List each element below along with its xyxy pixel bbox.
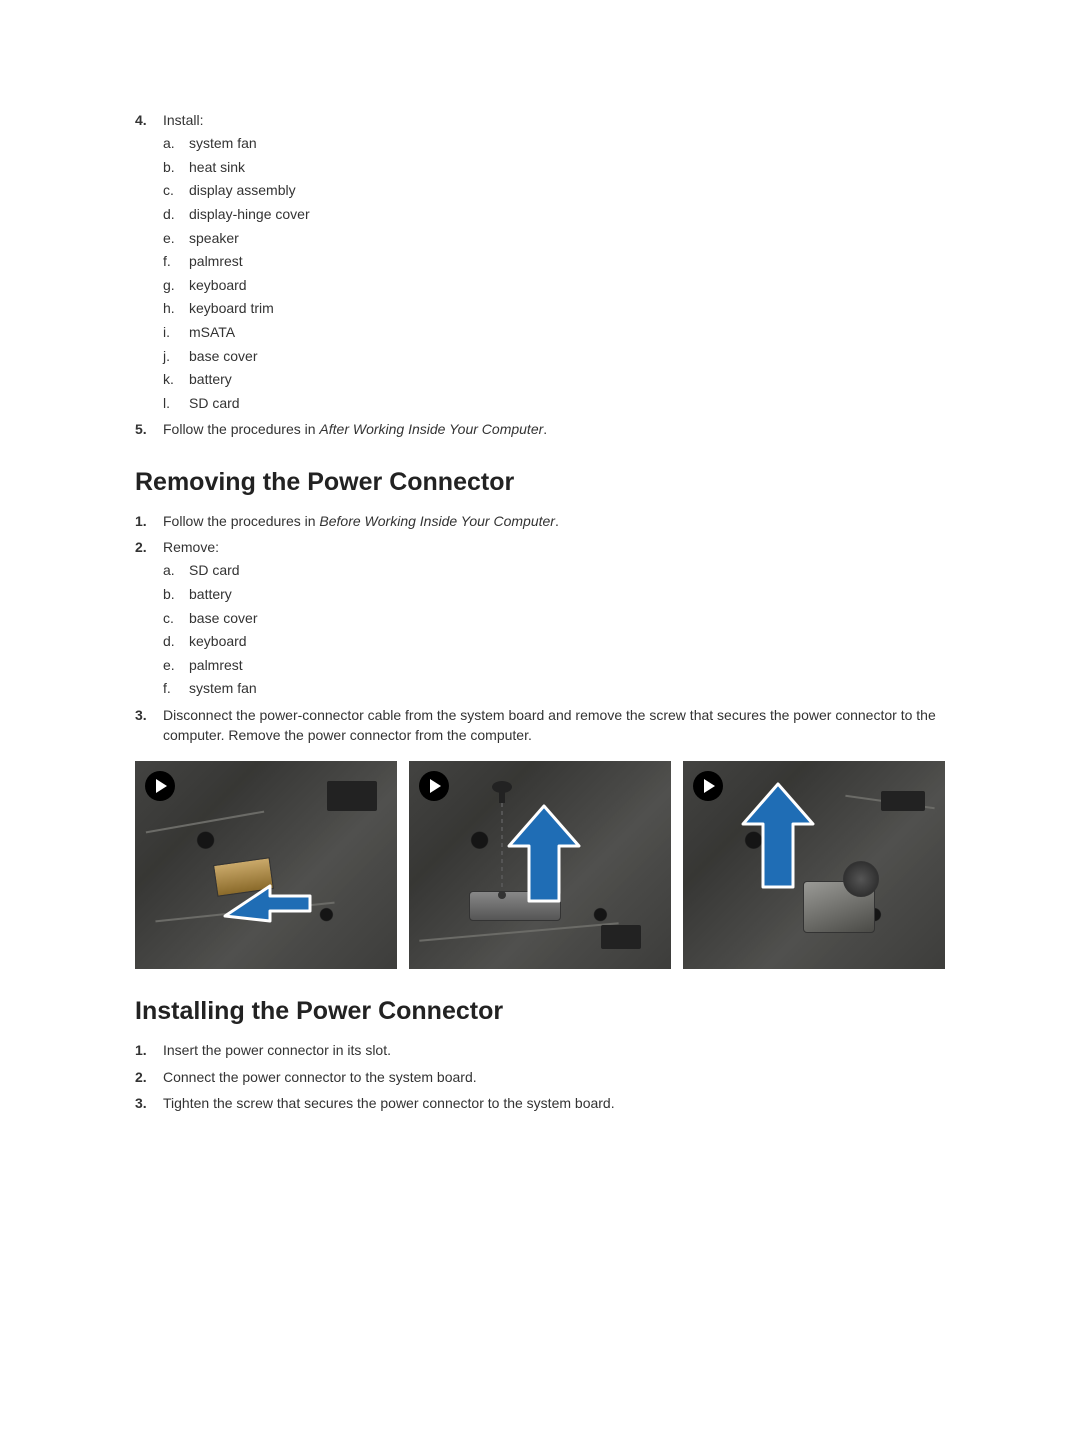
list-letter: l. <box>163 394 170 414</box>
list-letter: b. <box>163 585 175 605</box>
step-4: 4. Install: a. system fan b. heat sink c. dis… <box>135 110 945 413</box>
step-text: Tighten the screw that secures the power… <box>163 1095 615 1111</box>
step-number: 1. <box>135 511 147 531</box>
list-letter: d. <box>163 632 175 652</box>
heading-installing: Installing the Power Connector <box>135 997 945 1026</box>
step-number: 3. <box>135 705 147 725</box>
step-text-italic: Before Working Inside Your Computer <box>319 513 555 529</box>
list-item: e. palmrest <box>163 656 945 676</box>
installing-step: 2. Connect the power connector to the sys… <box>135 1067 945 1087</box>
installing-steps: 1. Insert the power connector in its slot… <box>135 1040 945 1113</box>
removing-step-1: 1. Follow the procedures in Before Worki… <box>135 511 945 531</box>
list-letter: c. <box>163 609 174 629</box>
list-text: keyboard <box>189 633 247 649</box>
step-number: 1. <box>135 1040 147 1060</box>
document-page: 4. Install: a. system fan b. heat sink c. dis… <box>0 0 1080 1179</box>
step-text: Insert the power connector in its slot. <box>163 1042 391 1058</box>
list-item: f. system fan <box>163 679 945 699</box>
list-text: SD card <box>189 395 240 411</box>
diagram-row <box>135 761 945 969</box>
prior-section-steps: 4. Install: a. system fan b. heat sink c. dis… <box>135 110 945 440</box>
list-text: system fan <box>189 680 257 696</box>
list-text: SD card <box>189 562 240 578</box>
list-item: e. speaker <box>163 229 945 249</box>
arrow-disconnect <box>215 861 325 941</box>
diagram-panel-2 <box>409 761 671 969</box>
diagram-panel-3 <box>683 761 945 969</box>
list-text: speaker <box>189 230 239 246</box>
list-item: h. keyboard trim <box>163 299 945 319</box>
list-item: d. display-hinge cover <box>163 205 945 225</box>
list-letter: e. <box>163 656 175 676</box>
list-item: b. heat sink <box>163 158 945 178</box>
arrow-up <box>504 801 594 911</box>
step-number: 3. <box>135 1093 147 1113</box>
diagram-panel-1 <box>135 761 397 969</box>
list-letter: e. <box>163 229 175 249</box>
list-letter: h. <box>163 299 175 319</box>
list-text: battery <box>189 586 232 602</box>
list-letter: j. <box>163 347 170 367</box>
list-item: i. mSATA <box>163 323 945 343</box>
list-letter: f. <box>163 679 171 699</box>
list-text: display-hinge cover <box>189 206 310 222</box>
step-text: Connect the power connector to the syste… <box>163 1069 477 1085</box>
step-label: Install: <box>163 112 203 128</box>
list-letter: d. <box>163 205 175 225</box>
step-text: Disconnect the power-connector cable fro… <box>163 707 936 743</box>
list-item: k. battery <box>163 370 945 390</box>
list-letter: b. <box>163 158 175 178</box>
installing-step: 3. Tighten the screw that secures the pow… <box>135 1093 945 1113</box>
step-text-suffix: . <box>543 421 547 437</box>
list-text: base cover <box>189 610 257 626</box>
list-item: j. base cover <box>163 347 945 367</box>
remove-list: a. SD card b. battery c. base cover d. keyboard… <box>163 561 945 699</box>
list-text: keyboard trim <box>189 300 274 316</box>
list-text: battery <box>189 371 232 387</box>
step-text-prefix: Follow the procedures in <box>163 513 319 529</box>
list-item: l. SD card <box>163 394 945 414</box>
step-number: 2. <box>135 537 147 557</box>
arrow-up <box>738 779 828 899</box>
list-item: c. display assembly <box>163 181 945 201</box>
list-text: mSATA <box>189 324 235 340</box>
step-text-suffix: . <box>555 513 559 529</box>
install-list: a. system fan b. heat sink c. display assembl… <box>163 134 945 413</box>
step-text-prefix: Follow the procedures in <box>163 421 319 437</box>
list-text: keyboard <box>189 277 247 293</box>
removing-step-3: 3. Disconnect the power-connector cable … <box>135 705 945 746</box>
step-number: 4. <box>135 110 147 130</box>
step-text-italic: After Working Inside Your Computer <box>319 421 543 437</box>
list-letter: c. <box>163 181 174 201</box>
heading-removing: Removing the Power Connector <box>135 468 945 497</box>
list-letter: i. <box>163 323 170 343</box>
list-letter: a. <box>163 561 175 581</box>
removing-step-2: 2. Remove: a. SD card b. battery c. base cove… <box>135 537 945 699</box>
list-text: system fan <box>189 135 257 151</box>
list-item: c. base cover <box>163 609 945 629</box>
list-text: base cover <box>189 348 257 364</box>
list-item: g. keyboard <box>163 276 945 296</box>
list-letter: f. <box>163 252 171 272</box>
list-text: display assembly <box>189 182 296 198</box>
installing-step: 1. Insert the power connector in its slot… <box>135 1040 945 1060</box>
removing-steps: 1. Follow the procedures in Before Worki… <box>135 511 945 746</box>
list-item: d. keyboard <box>163 632 945 652</box>
step-number: 5. <box>135 419 147 439</box>
list-letter: k. <box>163 370 174 390</box>
list-item: b. battery <box>163 585 945 605</box>
step-number: 2. <box>135 1067 147 1087</box>
list-text: heat sink <box>189 159 245 175</box>
list-letter: a. <box>163 134 175 154</box>
list-text: palmrest <box>189 657 243 673</box>
list-item: a. system fan <box>163 134 945 154</box>
list-letter: g. <box>163 276 175 296</box>
list-text: palmrest <box>189 253 243 269</box>
list-item: a. SD card <box>163 561 945 581</box>
list-item: f. palmrest <box>163 252 945 272</box>
step-5: 5. Follow the procedures in After Workin… <box>135 419 945 439</box>
step-label: Remove: <box>163 539 219 555</box>
